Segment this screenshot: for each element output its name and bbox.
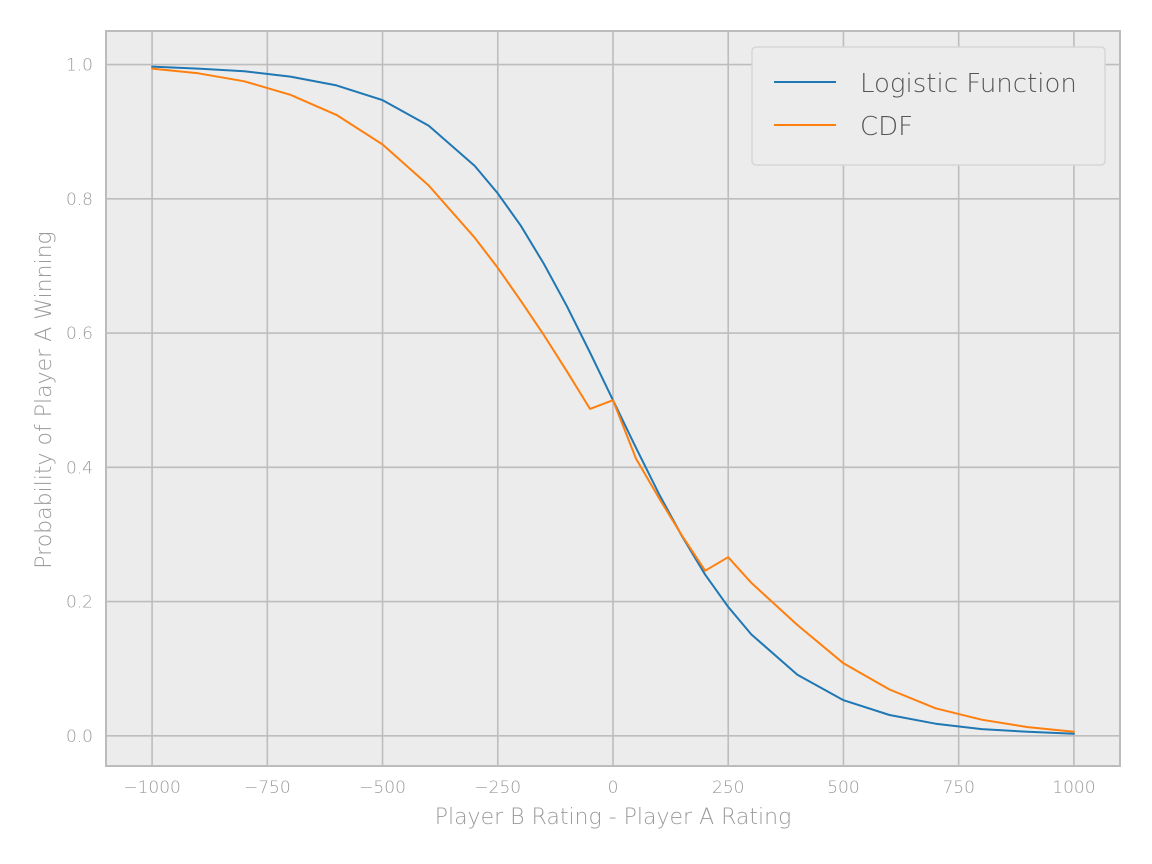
series-lines: [151, 65, 1075, 735]
y-tick-label: 0.4: [66, 458, 93, 478]
y-tick-label: 0.0: [66, 727, 93, 747]
x-tick-label: 1000: [1052, 778, 1095, 798]
y-tick-label: 1.0: [66, 56, 93, 76]
x-tick-label: −1000: [123, 778, 181, 798]
legend-label-logistic: Logistic Function: [860, 69, 1077, 99]
x-tick-label: 750: [942, 778, 974, 798]
x-tick-label: −250: [474, 778, 521, 798]
x-tick-labels: −1000 −750 −500 −250 0 250 500 750 1000: [123, 778, 1095, 798]
series-line-cdf: [151, 67, 1075, 733]
legend-box: [751, 46, 1106, 166]
y-tick-label: 0.6: [66, 324, 93, 344]
x-tick-label: −750: [244, 778, 291, 798]
y-tick-label: 0.2: [66, 593, 93, 613]
x-tick-label: 0: [608, 778, 619, 798]
x-tick-label: −500: [359, 778, 406, 798]
x-tick-label: 500: [827, 778, 859, 798]
legend: Logistic Function CDF: [751, 46, 1106, 166]
y-tick-labels: 0.0 0.2 0.4 0.6 0.8 1.0: [66, 56, 93, 747]
x-tick-label: 250: [712, 778, 744, 798]
x-axis-title: Player B Rating - Player A Rating: [435, 805, 792, 830]
legend-label-cdf: CDF: [860, 112, 913, 142]
y-tick-label: 0.8: [66, 190, 93, 210]
y-axis-title: Probability of Player A Winning: [32, 231, 57, 569]
